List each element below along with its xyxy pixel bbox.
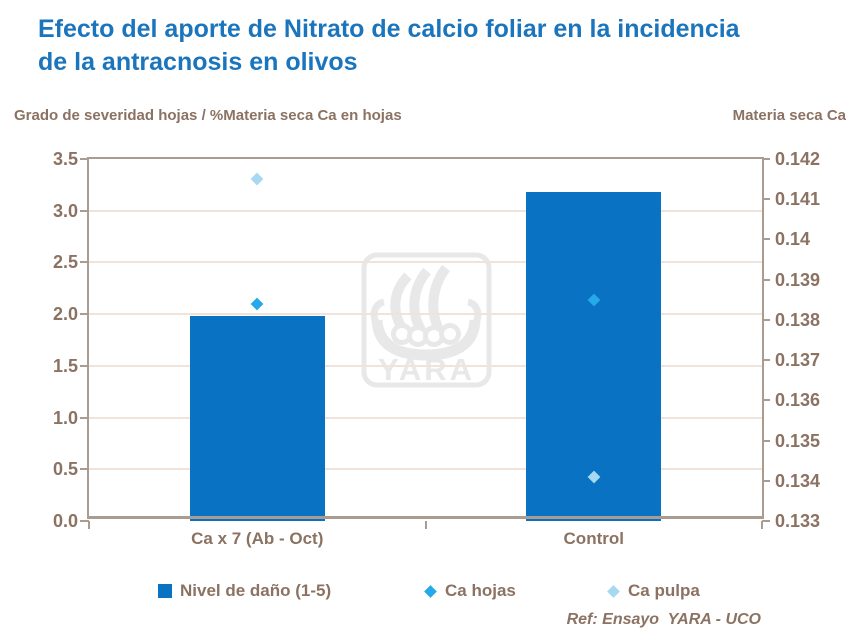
left-axis-tick-label: 1.0 [52,407,78,428]
left-axis-tick-label: 2.0 [52,304,78,325]
right-axis-tick-mark [762,198,770,201]
x-axis-boundary-tick [424,521,427,529]
right-axis-tick-mark [762,479,770,482]
right-axis-tick-label: 0.142 [775,149,821,169]
legend-item-ca-pulpa: Ca pulpa [607,581,700,601]
category-label: Ca x 7 (Ab - Oct) [191,529,324,548]
watermark-text: YARA [378,352,475,387]
sail-stroke-2 [409,267,432,333]
left-axis-tick-label: 1.5 [52,355,78,376]
left-axis-tick-mark [80,158,89,160]
left-axis-title: Grado de severidad hojas / %Materia seca… [14,107,402,124]
chart-title-line2: de la antracnosis en olivos [38,48,358,76]
bar-series-swatch [158,584,172,598]
left-axis-tick-mark [80,364,89,367]
ca-hojas-diamond-swatch [424,584,437,598]
right-axis-tick-mark [762,318,770,321]
left-axis-tick-mark [80,416,89,419]
gridline [89,209,762,212]
right-axis-tick-label: 0.14 [775,229,811,250]
stern-hook [466,298,482,326]
left-axis-tick-label: 2.5 [52,252,78,273]
left-axis-tick-label: 0.5 [52,459,78,480]
reference-note: Ref: Ensayo YARA - UCO [566,611,761,628]
yara-watermark-logo: YARA [361,252,492,388]
right-axis-tick-mark [762,238,770,241]
legend-label-nivel-de-dano: Nivel de daño (1-5) [180,581,332,600]
sail-stroke-1 [390,272,412,331]
ca-pulpa-marker [250,172,264,186]
x-axis-boundary-tick [761,521,763,529]
gridline [89,468,762,471]
right-axis-tick-label: 0.135 [775,430,821,451]
left-axis-tick-mark [80,261,89,264]
right-axis-title: Materia seca Ca [732,107,846,124]
prow-hook [370,298,386,326]
legend-label-ca-pulpa: Ca pulpa [628,581,700,600]
right-axis-tick-label: 0.138 [775,309,821,330]
left-axis-tick-mark [80,468,89,471]
right-axis-tick-mark [762,359,770,362]
chart-title: Efecto del aporte de Nitrato de calcio f… [38,13,740,79]
ca-pulpa-diamond-swatch [607,584,620,598]
right-axis-tick-mark [762,520,770,522]
right-axis-tick-mark [762,158,770,160]
left-axis-tick-mark [80,520,89,522]
right-axis-tick-mark [762,439,770,442]
sail-stroke-3 [428,264,451,335]
right-axis-tick-mark [762,399,770,402]
legend-item-nivel-de-dano: Nivel de daño (1-5) [158,581,331,601]
left-axis-tick-label: 0.0 [52,511,78,531]
ca-hojas-marker [250,297,264,311]
right-axis-tick-label: 0.136 [775,390,821,411]
left-axis-tick-mark [80,209,89,212]
gridline [89,313,762,316]
left-axis-tick-label: 3.0 [52,200,78,221]
hull-band [371,319,481,361]
right-axis-tick-label: 0.141 [775,189,821,210]
hull-shields [391,323,461,347]
x-axis-boundary-tick [88,521,90,529]
gridline [89,261,762,264]
right-axis-tick-label: 0.134 [775,470,821,491]
damage-level-bar [189,316,325,521]
chart-title-line1: Efecto del aporte de Nitrato de calcio f… [38,15,740,43]
watermark-frame [361,252,492,388]
right-axis-tick-label: 0.137 [775,350,821,371]
category-label: Control [563,529,624,548]
damage-level-bar [526,192,662,521]
left-axis-tick-mark [80,313,89,316]
legend-item-ca-hojas: Ca hojas [424,581,516,601]
right-axis-tick-mark [762,278,770,281]
right-axis-tick-label: 0.133 [775,511,821,531]
legend-label-ca-hojas: Ca hojas [445,581,516,600]
right-axis-tick-label: 0.139 [775,269,821,290]
gridline [89,364,762,367]
gridline [89,416,762,419]
left-axis-tick-label: 3.5 [52,149,78,169]
